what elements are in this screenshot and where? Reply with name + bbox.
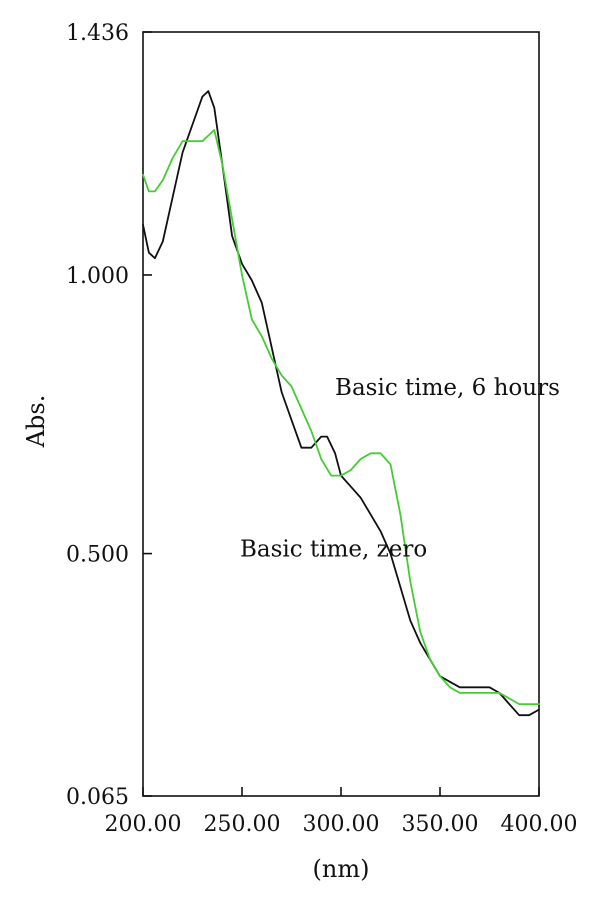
y-tick-label: 1.436 xyxy=(66,21,129,46)
series-line-zero xyxy=(142,90,540,717)
plot-frame xyxy=(142,31,540,797)
x-tick-label: 200.00 xyxy=(105,812,182,837)
annotation-layer: Basic time, 6 hours Basic time, zero xyxy=(240,375,560,563)
series-line-6-hours xyxy=(142,129,540,705)
x-axis-label: (nm) xyxy=(313,855,370,883)
annotation-label: Basic time, zero xyxy=(240,536,427,562)
y-axis-ticks: 0.065 0.500 1.000 1.436 xyxy=(66,21,152,810)
x-tick-label: 400.00 xyxy=(501,812,578,837)
y-tick-label: 0.065 xyxy=(66,785,129,810)
series-layer xyxy=(142,90,540,717)
y-axis-label: Abs. xyxy=(22,395,50,449)
plot-area xyxy=(142,31,540,797)
y-tick-label: 1.000 xyxy=(66,264,129,289)
y-tick-label: 0.500 xyxy=(66,543,129,568)
annotation-label: Basic time, 6 hours xyxy=(335,375,560,401)
x-tick-label: 250.00 xyxy=(204,812,281,837)
x-tick-label: 300.00 xyxy=(303,812,380,837)
x-axis-ticks: 200.00 250.00 300.00 350.00 400.00 xyxy=(105,787,578,837)
x-tick-label: 350.00 xyxy=(402,812,479,837)
